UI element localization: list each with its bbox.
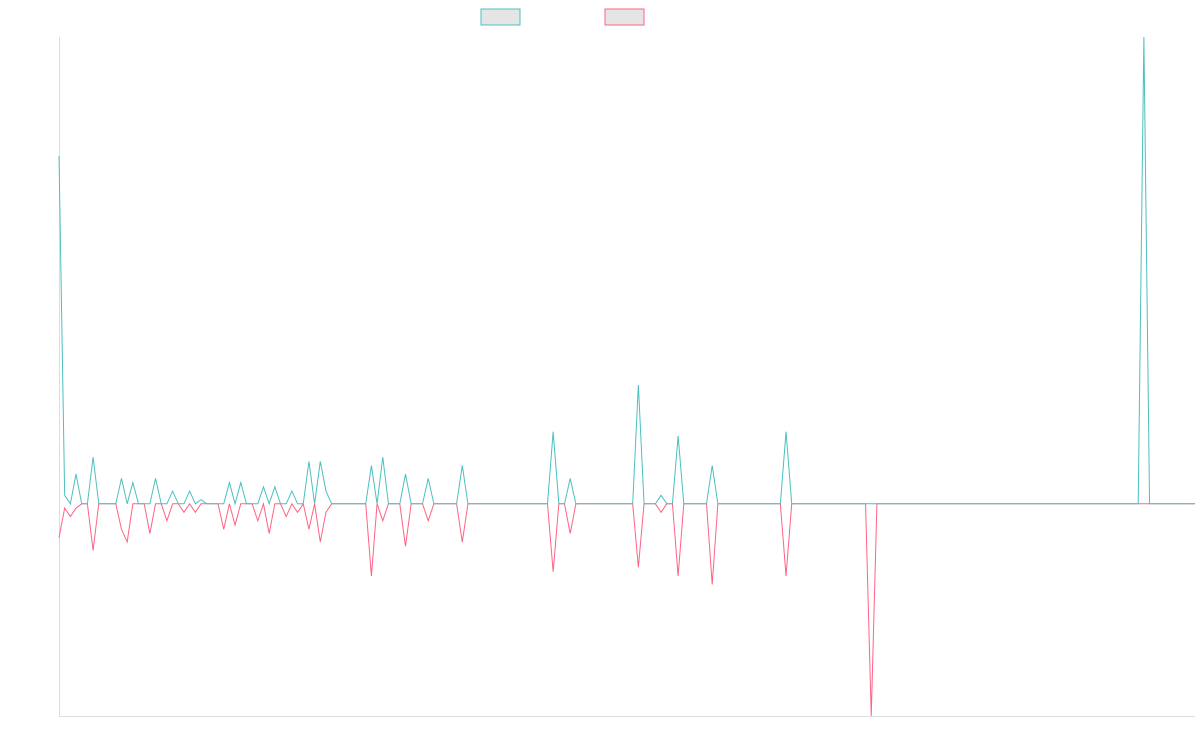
legend[interactable] [480,8,645,26]
axes [59,37,1195,717]
legend-swatch-series-1[interactable] [604,8,645,26]
series-layer [58,36,1195,717]
series-line-1 [58,501,1195,717]
series-line-0 [58,36,1195,506]
legend-swatch-series-0[interactable] [480,8,521,26]
